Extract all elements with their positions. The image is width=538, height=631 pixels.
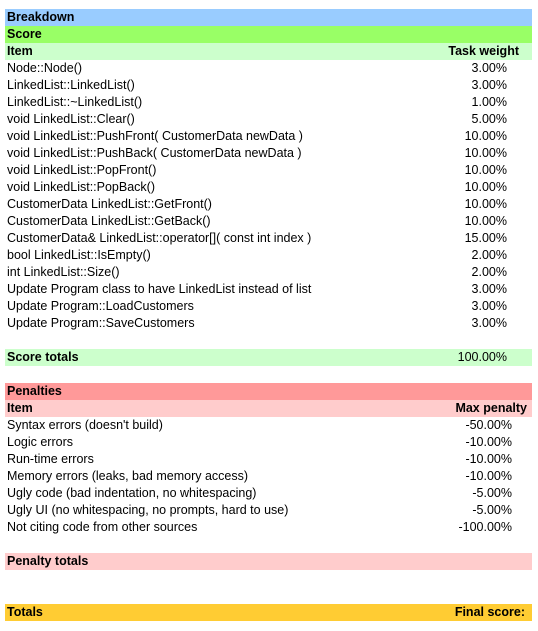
score-row-item: Node::Node() (7, 61, 83, 75)
penalties-section-header: Penalties (5, 383, 532, 400)
totals-label: Totals (7, 605, 43, 619)
penalty-row-value: -100.00% (458, 520, 512, 534)
score-row-value: 3.00% (471, 78, 507, 92)
score-row-item: void LinkedList::PushFront( CustomerData… (7, 129, 303, 143)
score-row-item: CustomerData LinkedList::GetBack() (7, 214, 211, 228)
breakdown-title: Breakdown (7, 10, 75, 24)
score-row: Update Program::LoadCustomers 3.00% (5, 298, 532, 315)
score-row: void LinkedList::PopBack() 10.00% (5, 179, 532, 196)
score-row-value: 10.00% (464, 197, 507, 211)
score-row: CustomerData LinkedList::GetBack() 10.00% (5, 213, 532, 230)
grading-sheet: Breakdown Score Item Task weight Node::N… (5, 9, 532, 621)
score-row-item: Update Program class to have LinkedList … (7, 282, 312, 296)
penalty-row-value: -5.00% (472, 503, 512, 517)
penalty-row-item: Memory errors (leaks, bad memory access) (7, 469, 249, 483)
score-row: void LinkedList::PushBack( CustomerData … (5, 145, 532, 162)
penalty-row: Memory errors (leaks, bad memory access)… (5, 468, 532, 485)
score-row-item: Update Program::LoadCustomers (7, 299, 194, 313)
score-totals-row: Score totals 100.00% (5, 349, 532, 366)
score-row-item: LinkedList::LinkedList() (7, 78, 135, 92)
score-row-item: void LinkedList::PopBack() (7, 180, 155, 194)
score-row-item: void LinkedList::PushBack( CustomerData … (7, 146, 302, 160)
penalty-row-item: Syntax errors (doesn't build) (7, 418, 163, 432)
score-row: Node::Node() 3.00% (5, 60, 532, 77)
penalties-column-header: Item Max penalty (5, 400, 532, 417)
score-row-value: 3.00% (471, 282, 507, 296)
spacer (5, 332, 532, 349)
score-row-value: 2.00% (471, 265, 507, 279)
penalty-row-value: -5.00% (472, 486, 512, 500)
penalties-item-header: Item (7, 401, 33, 415)
penalty-row-item: Ugly code (bad indentation, no whitespac… (7, 486, 257, 500)
score-row-item: LinkedList::~LinkedList() (7, 95, 143, 109)
score-row: bool LinkedList::IsEmpty() 2.00% (5, 247, 532, 264)
score-row-item: CustomerData& LinkedList::operator[]( co… (7, 231, 312, 245)
score-item-header: Item (7, 44, 33, 58)
penalty-row-value: -10.00% (465, 435, 512, 449)
score-row-value: 10.00% (464, 180, 507, 194)
penalty-rows: Syntax errors (doesn't build) -50.00% Logi… (5, 417, 532, 536)
score-row: int LinkedList::Size() 2.00% (5, 264, 532, 281)
score-row: CustomerData& LinkedList::operator[]( co… (5, 230, 532, 247)
penalty-row-value: -10.00% (465, 452, 512, 466)
score-totals-value: 100.00% (457, 350, 507, 364)
score-column-header: Item Task weight (5, 43, 532, 60)
penalty-totals-row: Penalty totals (5, 553, 532, 570)
score-title: Score (7, 27, 42, 41)
penalty-row-item: Not citing code from other sources (7, 520, 198, 534)
score-row-item: int LinkedList::Size() (7, 265, 120, 279)
penalty-row: Logic errors -10.00% (5, 434, 532, 451)
score-row-value: 3.00% (471, 61, 507, 75)
score-row: Update Program::SaveCustomers 3.00% (5, 315, 532, 332)
score-row: void LinkedList::PopFront() 10.00% (5, 162, 532, 179)
score-row: CustomerData LinkedList::GetFront() 10.00… (5, 196, 532, 213)
score-row-value: 1.00% (471, 95, 507, 109)
totals-row: Totals Final score: (5, 604, 532, 621)
penalty-row: Ugly code (bad indentation, no whitespac… (5, 485, 532, 502)
penalty-row: Ugly UI (no whitespacing, no prompts, ha… (5, 502, 532, 519)
score-totals-label: Score totals (7, 350, 79, 364)
score-row-item: void LinkedList::PopFront() (7, 163, 157, 177)
score-row-value: 15.00% (464, 231, 507, 245)
penalty-row: Syntax errors (doesn't build) -50.00% (5, 417, 532, 434)
score-row-value: 10.00% (464, 214, 507, 228)
penalty-row-item: Run-time errors (7, 452, 94, 466)
spacer (5, 366, 532, 383)
spacer (5, 570, 532, 587)
score-row: void LinkedList::PushFront( CustomerData… (5, 128, 532, 145)
score-row-value: 3.00% (471, 299, 507, 313)
score-row: Update Program class to have LinkedList … (5, 281, 532, 298)
final-score-label: Final score: (454, 605, 525, 619)
score-row: void LinkedList::Clear() 5.00% (5, 111, 532, 128)
score-row-item: bool LinkedList::IsEmpty() (7, 248, 151, 262)
score-row-item: Update Program::SaveCustomers (7, 316, 195, 330)
score-section-header: Score (5, 26, 532, 43)
score-row: LinkedList::LinkedList() 3.00% (5, 77, 532, 94)
score-row-item: CustomerData LinkedList::GetFront() (7, 197, 212, 211)
score-row: LinkedList::~LinkedList() 1.00% (5, 94, 532, 111)
score-row-value: 10.00% (464, 146, 507, 160)
penalty-totals-label: Penalty totals (7, 554, 89, 568)
score-row-value: 2.00% (471, 248, 507, 262)
penalties-title: Penalties (7, 384, 62, 398)
max-penalty-header: Max penalty (455, 401, 527, 415)
penalty-row-item: Ugly UI (no whitespacing, no prompts, ha… (7, 503, 289, 517)
spacer (5, 587, 532, 604)
score-row-value: 10.00% (464, 129, 507, 143)
spacer (5, 536, 532, 553)
score-row-item: void LinkedList::Clear() (7, 112, 135, 126)
score-row-value: 3.00% (471, 316, 507, 330)
score-row-value: 5.00% (471, 112, 507, 126)
penalty-row-item: Logic errors (7, 435, 73, 449)
task-weight-header: Task weight (448, 44, 519, 58)
score-row-value: 10.00% (464, 163, 507, 177)
penalty-row-value: -10.00% (465, 469, 512, 483)
penalty-row-value: -50.00% (465, 418, 512, 432)
breakdown-header: Breakdown (5, 9, 532, 26)
score-rows: Node::Node() 3.00% LinkedList::LinkedList(… (5, 60, 532, 332)
penalty-row: Not citing code from other sources -100.0… (5, 519, 532, 536)
penalty-row: Run-time errors -10.00% (5, 451, 532, 468)
